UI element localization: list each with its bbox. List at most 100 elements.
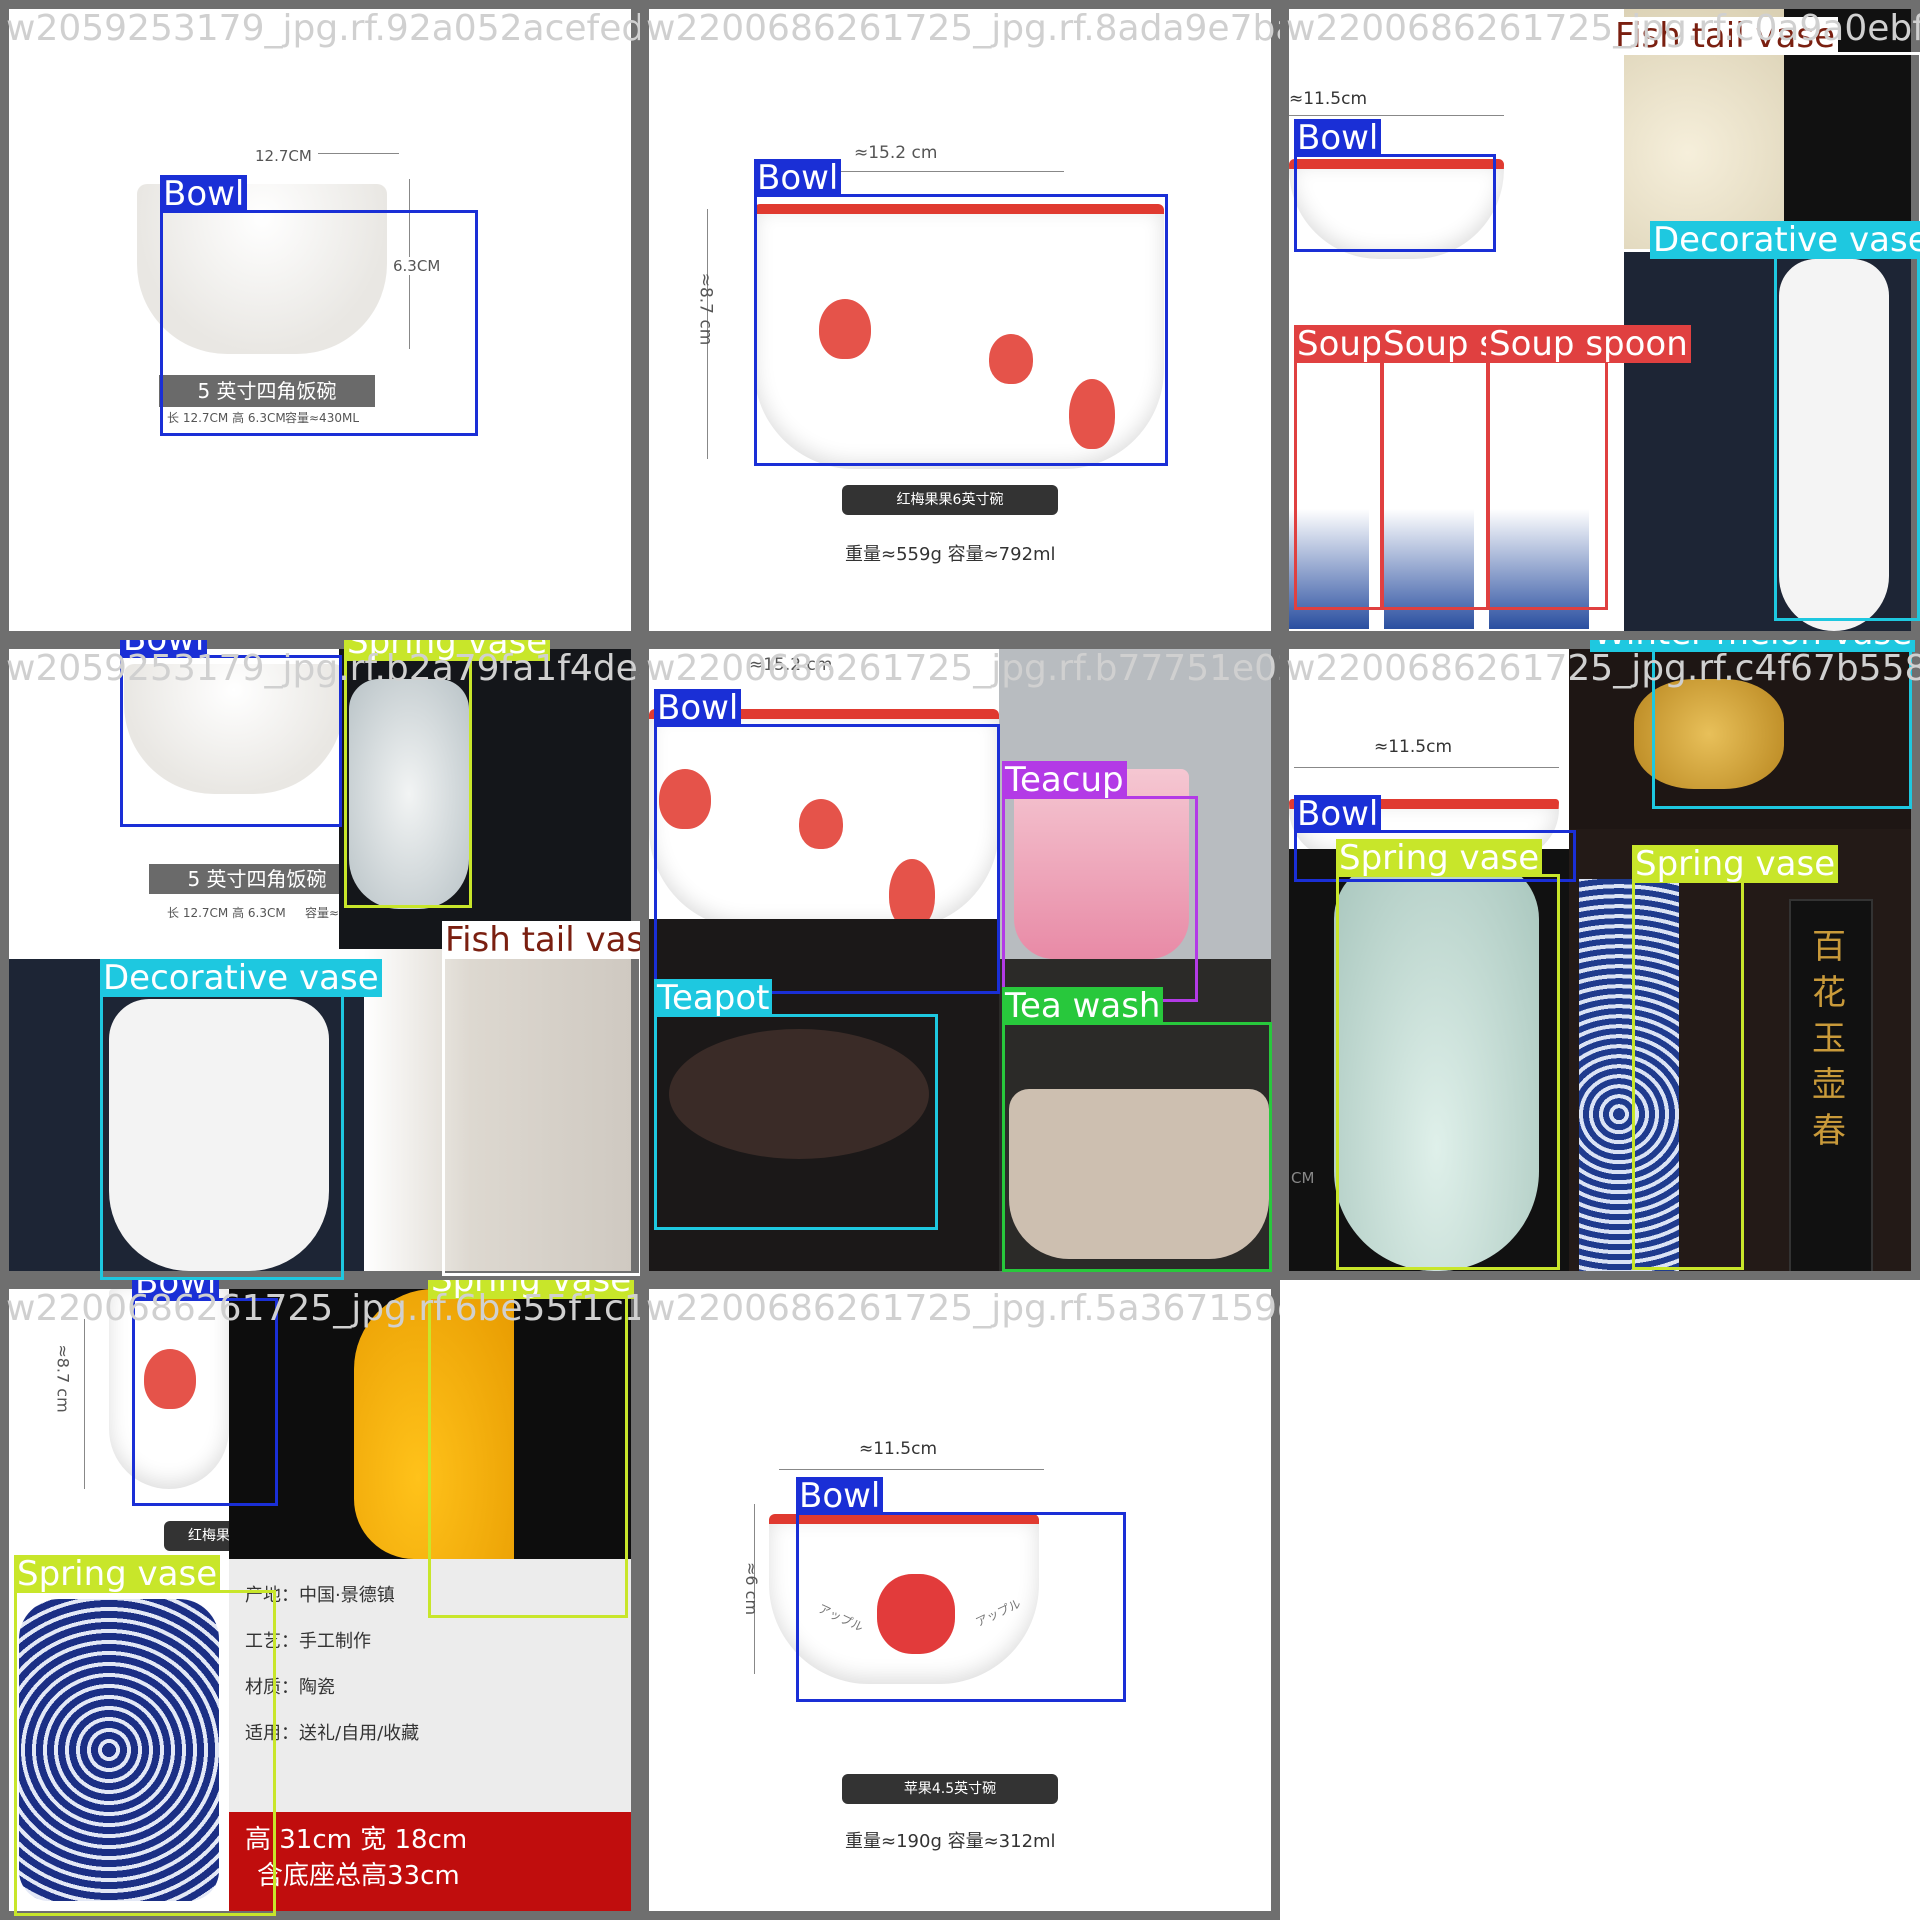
filename: w2200686261725_jpg.rf.b77751e02c5eb4a2: [646, 648, 1280, 689]
bbox-label: Bowl: [654, 689, 742, 727]
strawberry-1: [819, 299, 871, 359]
dim-width: ≈11.5cm: [859, 1439, 938, 1459]
bbox-fish-tail-vase: Fish tail vase: [1612, 17, 1920, 252]
bbox-label: Decorative vase: [1650, 221, 1920, 259]
bbox-label: Winter melon vase: [1590, 640, 1916, 652]
bbox-bowl: Bowl: [132, 1280, 278, 1506]
dim-height: 6.3CM: [393, 257, 441, 275]
tile-1: ≈15.2 cm ≈8.7 cm 红梅果果6英寸碗 重量≈559g 容量≈792…: [640, 0, 1280, 640]
bbox-soup-spoon-2: Soup s: [1380, 325, 1501, 610]
tile-2: ≈11.5cm w2200686261725_jpg.rf.c0a9a0ebfc…: [1280, 0, 1920, 640]
bbox-bowl: Bowl: [120, 640, 342, 827]
bbox-spring-vase: Spring vase: [344, 640, 551, 908]
blue-vase: [1579, 879, 1679, 1271]
bbox-label: Bowl: [160, 175, 248, 213]
strawberry-2: [799, 799, 843, 849]
seal-char: 百: [1812, 927, 1846, 967]
dim-width: ≈15.2 cm: [749, 655, 833, 675]
filename: w2059253179_jpg.rf.92a052acefedfecaaf2ff: [6, 8, 640, 49]
bbox-bowl: Bowl: [1294, 119, 1496, 252]
apple: [877, 1574, 955, 1654]
spec-line-1: 长 12.7CM 高 6.3CM: [167, 411, 286, 425]
seal-char: 壶: [1812, 1065, 1846, 1105]
tile-0: 12.7CM 6.3CM 5 英寸四角饭碗 长 12.7CM 高 6.3CM 容…: [0, 0, 640, 640]
spoon-3: [1489, 389, 1589, 629]
unit-label: CM: [1291, 1169, 1315, 1187]
tile-3: 5 英寸四角饭碗 长 12.7CM 高 6.3CM 容量≈ w205925317…: [0, 640, 640, 1280]
product-name-banner: 5 英寸四角饭碗: [149, 864, 365, 894]
strawberry-3: [889, 859, 935, 929]
bbox-label: Bowl: [1294, 119, 1382, 157]
size-banner: [229, 1812, 631, 1911]
bbox-bowl: Bowl: [1294, 795, 1576, 882]
product-name-banner: 5 英寸四角饭碗: [159, 375, 375, 407]
tile-5: ≈11.5cm 百 花 玉 壶 春 CM w2200686261725_jpg.…: [1280, 640, 1920, 1280]
bbox-label: Soup spoon: [1486, 325, 1691, 363]
bbox-bowl: Bowl: [796, 1477, 1126, 1702]
spec-line-2: 容量≈430ML: [285, 411, 359, 425]
bbox-label: Tea wash: [1002, 987, 1164, 1025]
bbox-label: Soup: [1294, 325, 1386, 363]
weight-capacity: 重量≈559g 容量≈792ml: [845, 544, 1056, 565]
product-name-pill: 苹果4.5英寸碗: [842, 1774, 1058, 1804]
tile-5-image: ≈11.5cm 百 花 玉 壶 春 CM: [1289, 649, 1911, 1271]
dim-width: ≈11.5cm: [1374, 737, 1453, 757]
strawberry-2: [989, 334, 1033, 384]
dim-width: 12.7CM: [249, 147, 318, 165]
bbox-label: Bowl: [796, 1477, 884, 1515]
tile-4: ≈15.2 cm w2200686261725_jpg.rf.b77751e02…: [640, 640, 1280, 1280]
tile-7: ≈11.5cm ≈6 cm アップル アップル 苹果4.5英寸碗 重量≈190g…: [640, 1280, 1280, 1920]
strawberry-1: [659, 769, 711, 829]
teawash: [1009, 1089, 1269, 1259]
spec-line-1: 长 12.7CM 高 6.3CM: [167, 906, 286, 920]
seal-panel: [1789, 899, 1873, 1271]
weight-capacity: 重量≈190g 容量≈312ml: [845, 1831, 1056, 1852]
size-line-2: 含底座总高33cm: [257, 1861, 460, 1891]
bbox-decorative-vase: Decorative vase: [100, 959, 382, 1280]
bbox-fish-tail-vase: Fish tail vase: [442, 921, 640, 1276]
tile-4-image: ≈15.2 cm: [649, 649, 1271, 1271]
seal-text: 百 花 玉 壶 春: [1794, 924, 1864, 1154]
origin: 产地：中国·景德镇: [245, 1585, 395, 1606]
bbox-bowl: Bowl: [654, 689, 1000, 994]
spec-line-2: 容量≈: [305, 906, 340, 920]
bbox-label: Fish tail vase: [442, 921, 640, 959]
dim-height: ≈6 cm: [742, 1561, 762, 1616]
seal-char: 花: [1812, 973, 1846, 1013]
dim-width: ≈11.5cm: [1289, 89, 1368, 109]
size-line-1: 高 31cm 宽 18cm: [245, 1825, 468, 1855]
material: 材质：陶瓷: [245, 1677, 335, 1698]
yellow-vase: [354, 1289, 514, 1559]
bowl-photo: [124, 664, 344, 794]
bbox-label: Spring vase: [1632, 845, 1839, 883]
bbox-winter-melon-vase: Winter melon vase: [1590, 640, 1916, 809]
spoon-1: [1289, 389, 1369, 629]
bbox-label: Teacup: [1002, 761, 1127, 799]
seal-char: 玉: [1812, 1019, 1846, 1059]
bbox-label: Bowl: [132, 1280, 220, 1301]
tile-7-image: ≈11.5cm ≈6 cm アップル アップル 苹果4.5英寸碗 重量≈190g…: [649, 1289, 1271, 1911]
filename: w2200686261725_jpg.rf.5a367159d45dfd8ad6: [646, 1288, 1280, 1329]
tile-3-image: 5 英寸四角饭碗 长 12.7CM 高 6.3CM 容量≈: [9, 649, 631, 1271]
bbox-label: Fish tail vase: [1612, 17, 1839, 55]
bbox-teacup: Teacup: [1002, 761, 1198, 1002]
bbox-bowl: Bowl: [160, 175, 478, 436]
winter-melon-vase: [1634, 679, 1784, 789]
filename: w2200686261725_jpg.rf.8ada9e7ba95e402836…: [646, 8, 1280, 49]
celadon-vase: [1334, 859, 1539, 1271]
bbox-label: Soup s: [1380, 325, 1501, 363]
bbox-label: Bowl: [120, 640, 208, 658]
bbox-label: Bowl: [754, 159, 842, 197]
bbox-teapot: Teapot: [654, 979, 938, 1230]
bbox-label: Spring vase: [1336, 839, 1543, 877]
bbox-spring-vase-1: Spring vase: [428, 1280, 635, 1618]
bbox-spring-vase-2: Spring vase: [1632, 845, 1839, 1270]
usage: 适用：送礼/自用/收藏: [245, 1723, 420, 1744]
dim-height: ≈8.7 cm: [695, 272, 716, 346]
fishtail-vase-photo: [364, 949, 631, 1271]
bbox-label: Decorative vase: [100, 959, 382, 997]
craft: 工艺：手工制作: [245, 1631, 371, 1652]
seal-char: 春: [1812, 1111, 1846, 1151]
strawberry-3: [1069, 379, 1115, 449]
filename: w2200686261725_jpg.rf.c0a9a0ebfca: [1286, 8, 1920, 49]
